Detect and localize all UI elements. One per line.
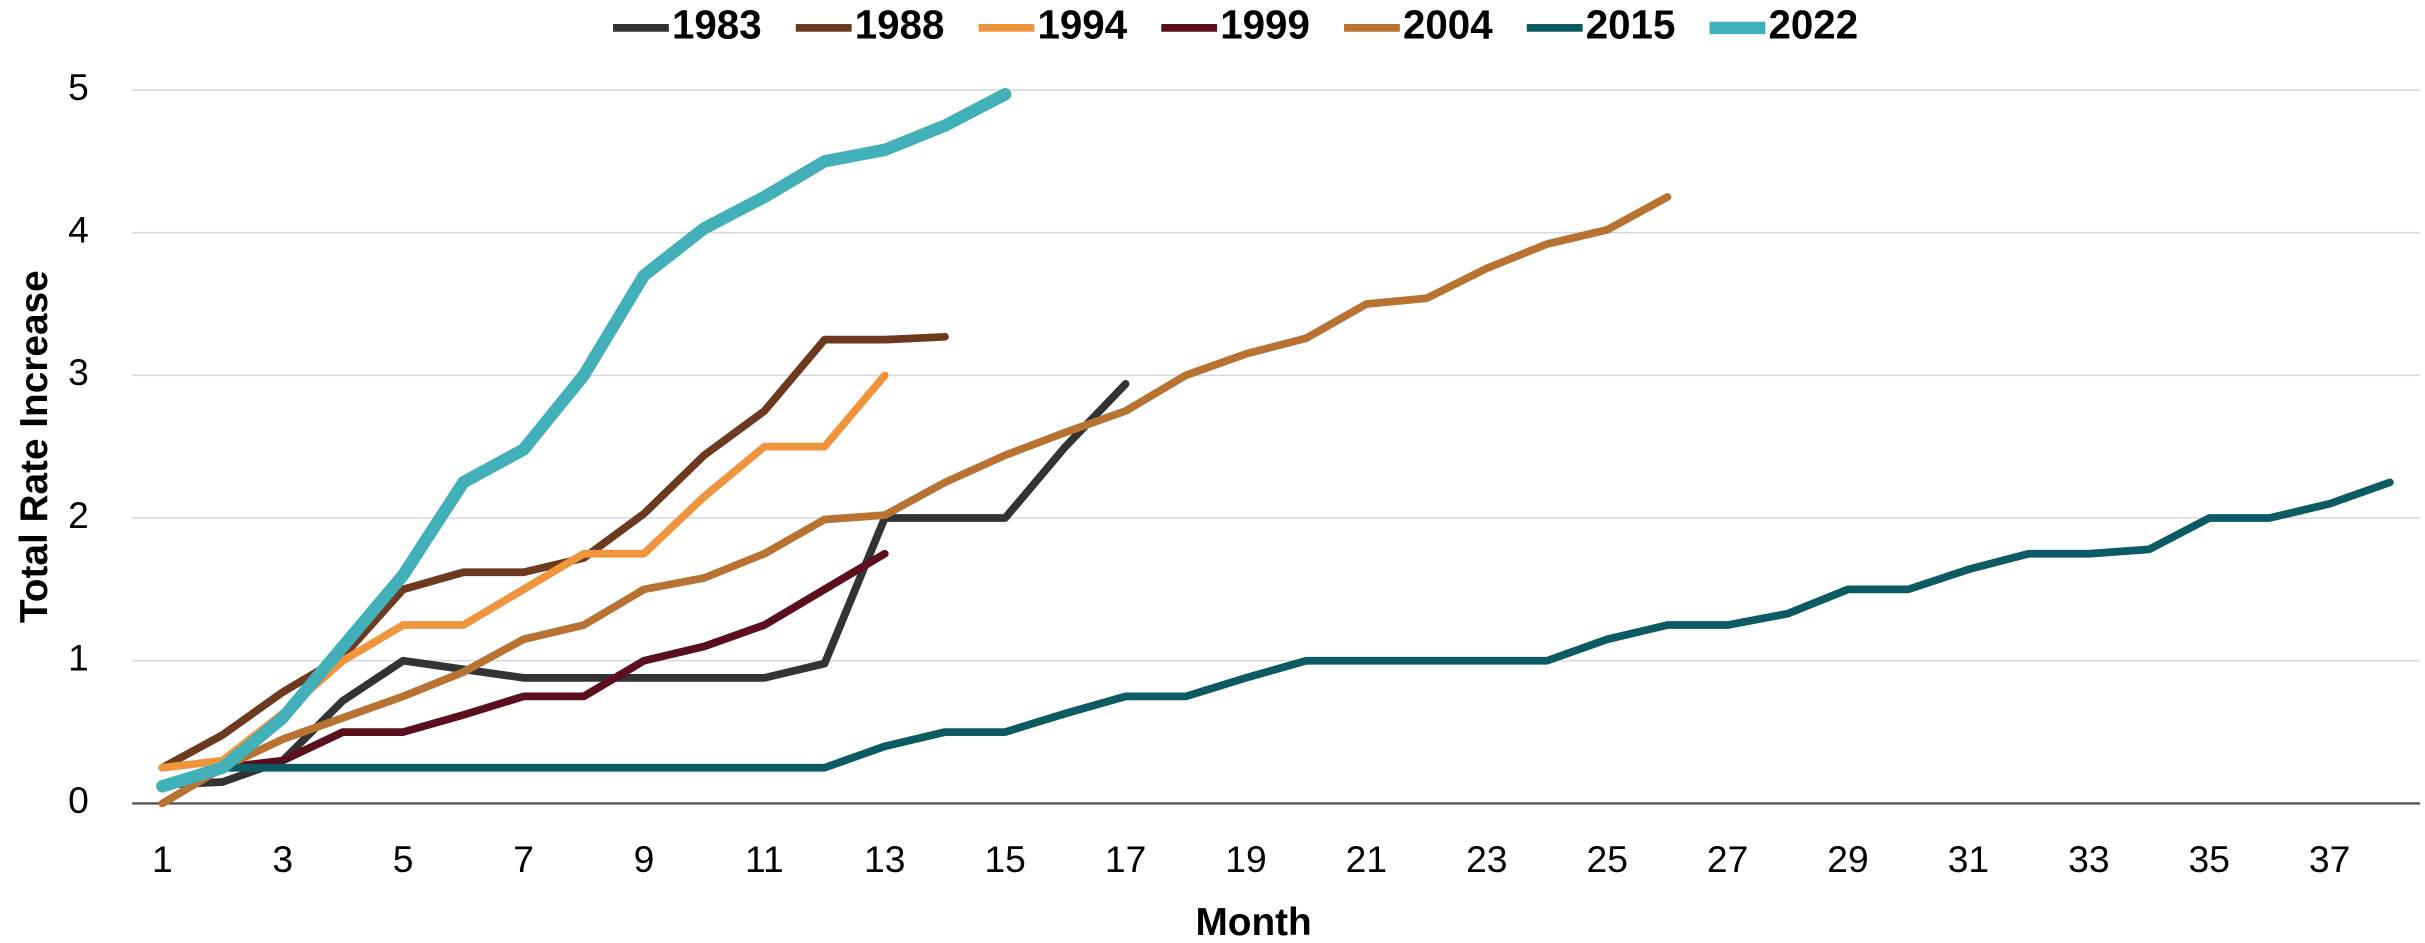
series-line — [158, 193, 1672, 808]
y-tick-label: 0 — [68, 779, 89, 821]
y-tick-label: 4 — [68, 208, 89, 250]
x-tick-label: 27 — [1707, 838, 1748, 880]
x-tick-label: 9 — [634, 838, 655, 880]
legend-label: 1994 — [1037, 2, 1127, 48]
series-line — [218, 549, 889, 772]
x-tick-label: 1 — [152, 838, 173, 880]
x-tick-label: 31 — [1948, 838, 1989, 880]
series-line — [158, 380, 1130, 789]
x-tick-label: 3 — [272, 838, 293, 880]
x-tick-label: 13 — [864, 838, 905, 880]
legend-label: 2015 — [1586, 2, 1676, 48]
y-tick-label: 1 — [68, 637, 89, 679]
legend-label: 1983 — [672, 2, 762, 48]
x-axis-title: Month — [1195, 901, 1311, 943]
series-line — [158, 478, 2394, 789]
x-tick-label: 23 — [1466, 838, 1507, 880]
x-tick-label: 35 — [2189, 838, 2230, 880]
y-tick-label: 3 — [68, 351, 89, 393]
y-tick-label: 2 — [68, 494, 89, 536]
x-tick-label: 37 — [2309, 838, 2350, 880]
x-tick-label: 19 — [1225, 838, 1266, 880]
x-tick-label: 25 — [1587, 838, 1628, 880]
x-tick-label: 29 — [1827, 838, 1868, 880]
y-axis-title: Total Rate Increase — [13, 270, 56, 623]
legend-label: 1999 — [1220, 2, 1310, 48]
legend-label: 2022 — [1768, 2, 1858, 48]
legend-label: 1988 — [855, 2, 945, 48]
x-tick-label: 21 — [1346, 838, 1387, 880]
x-tick-label: 11 — [745, 838, 784, 880]
y-tick-label: 5 — [68, 66, 89, 108]
x-tick-label: 17 — [1105, 838, 1146, 880]
x-tick-label: 5 — [393, 838, 414, 880]
x-tick-label: 15 — [984, 838, 1025, 880]
series-line — [156, 88, 1012, 793]
x-tick-label: 33 — [2068, 838, 2109, 880]
legend-label: 2004 — [1403, 2, 1493, 48]
x-tick-label: 7 — [513, 838, 534, 880]
series-line — [158, 332, 949, 772]
